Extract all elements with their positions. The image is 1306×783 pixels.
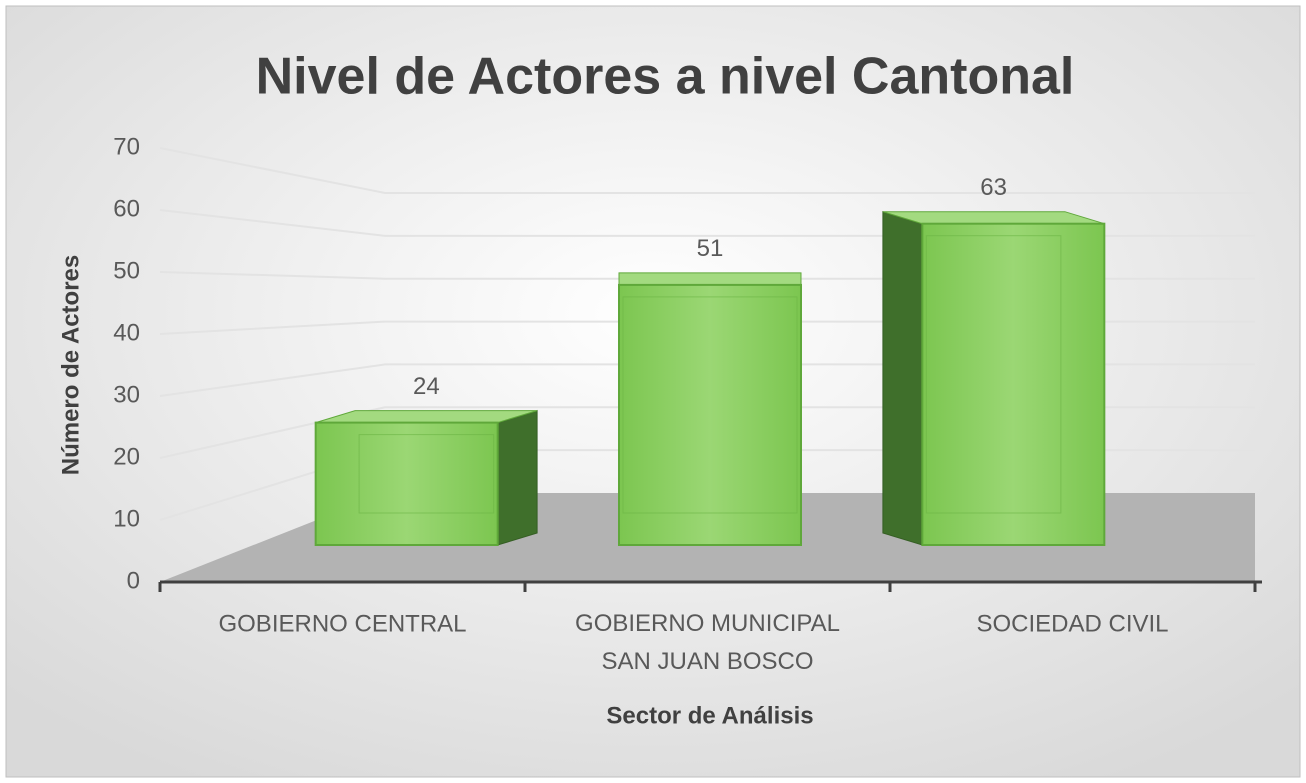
- chart-title: Nivel de Actores a nivel Cantonal: [256, 48, 1075, 106]
- bar-top: [315, 410, 538, 424]
- bar-side: [497, 409, 538, 546]
- value-label: 51: [697, 235, 724, 262]
- bars: 24 51 63: [314, 174, 1106, 547]
- bar: [618, 283, 802, 546]
- y-tick-label: 10: [113, 505, 140, 532]
- bar-inner-edge: [358, 434, 495, 514]
- y-tick-label: 60: [113, 195, 140, 222]
- y-tick-label: 20: [113, 443, 140, 470]
- bar-top: [618, 272, 802, 286]
- value-label: 63: [980, 174, 1007, 201]
- value-label: 24: [413, 373, 440, 400]
- bar: [921, 222, 1106, 546]
- y-tick-label: 0: [127, 567, 140, 594]
- bar-inner-edge: [925, 235, 1062, 514]
- bar: [314, 421, 499, 547]
- x-tick-label: SOCIEDAD CIVIL: [976, 610, 1168, 637]
- bar-side: [882, 211, 923, 546]
- y-axis-title: Número de Actores: [57, 255, 84, 476]
- x-tick-label: GOBIERNO MUNICIPAL SAN JUAN BOSCO: [575, 610, 840, 675]
- grid-line: [159, 147, 1255, 194]
- y-tick-label: 30: [113, 381, 140, 408]
- y-tick-label: 70: [113, 133, 140, 160]
- y-tick-label: 40: [113, 319, 140, 346]
- bar-inner-edge: [622, 296, 798, 514]
- y-tick-label: 50: [113, 257, 140, 284]
- x-axis-title: Sector de Análisis: [606, 702, 813, 729]
- x-tick-label: GOBIERNO CENTRAL: [218, 610, 466, 637]
- bar-top: [882, 211, 1105, 225]
